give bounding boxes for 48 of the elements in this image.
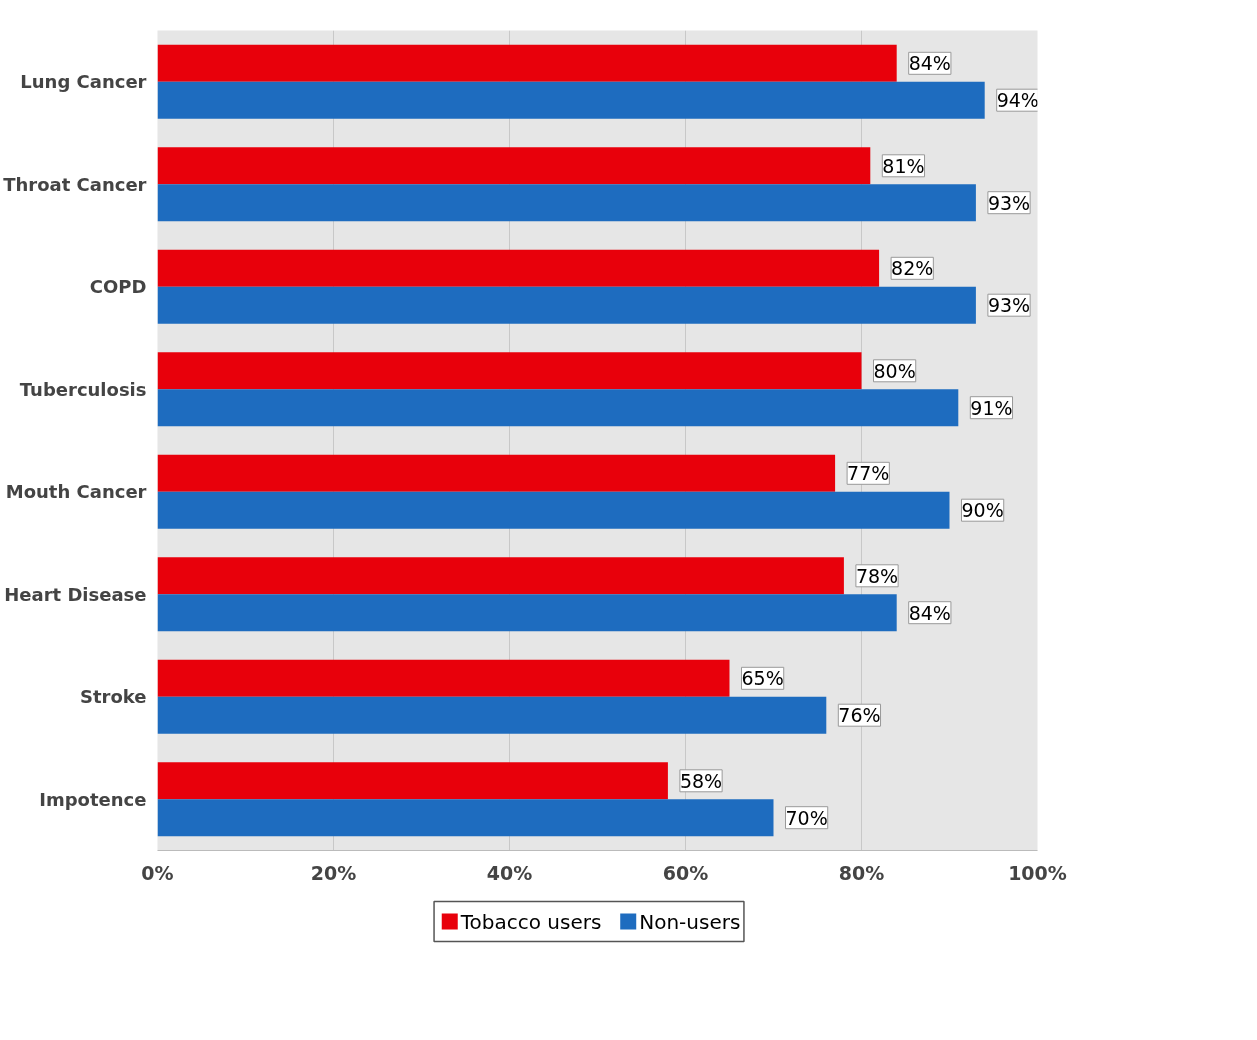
bar [157, 352, 862, 390]
bar [157, 147, 871, 185]
data-label: 78% [855, 564, 899, 587]
data-label: 84% [908, 52, 951, 75]
y-tick-label: Tuberculosis [19, 378, 147, 400]
data-label: 76% [838, 704, 881, 727]
bar [157, 799, 774, 837]
bar [157, 659, 730, 697]
bar [157, 696, 827, 734]
y-tick-label: Throat Cancer [3, 173, 147, 195]
data-label: 84% [908, 601, 951, 624]
x-tick-label: 0% [141, 861, 174, 884]
y-tick-label: Lung Cancer [20, 71, 147, 93]
data-label: 93% [987, 294, 1031, 317]
y-tick-label: Heart Disease [4, 583, 147, 605]
bar [157, 44, 897, 82]
y-tick-label: Mouth Cancer [5, 481, 147, 503]
x-tick-label: 40% [486, 861, 533, 884]
y-tick-label: Impotence [39, 788, 147, 810]
data-label: 58% [679, 769, 723, 792]
legend-label: Non-users [639, 909, 741, 934]
bar [157, 81, 985, 119]
data-label: 70% [785, 806, 828, 829]
data-label: 80% [873, 359, 916, 382]
x-tick-label: 100% [1008, 861, 1067, 884]
data-label: 91% [970, 396, 1013, 419]
bar [157, 286, 976, 324]
bar [157, 557, 844, 595]
bar [157, 389, 959, 427]
data-label: 82% [891, 257, 934, 280]
bar [157, 184, 976, 222]
bar [157, 491, 950, 529]
data-label: 93% [987, 191, 1031, 214]
x-tick-label: 20% [310, 861, 357, 884]
data-label: 94% [996, 89, 1039, 112]
y-tick-label: Stroke [79, 686, 147, 708]
data-label: 90% [961, 499, 1004, 522]
bar [157, 762, 668, 800]
y-tick-label: COPD [89, 276, 147, 298]
x-tick-label: 60% [662, 861, 709, 884]
bar [157, 454, 836, 492]
data-label: 81% [882, 154, 925, 177]
x-tick-label: 80% [838, 861, 885, 884]
legend-label: Tobacco users [459, 909, 602, 934]
bar [157, 594, 897, 632]
data-label: 77% [847, 462, 890, 485]
data-label: 65% [741, 667, 784, 690]
bar [157, 249, 880, 287]
